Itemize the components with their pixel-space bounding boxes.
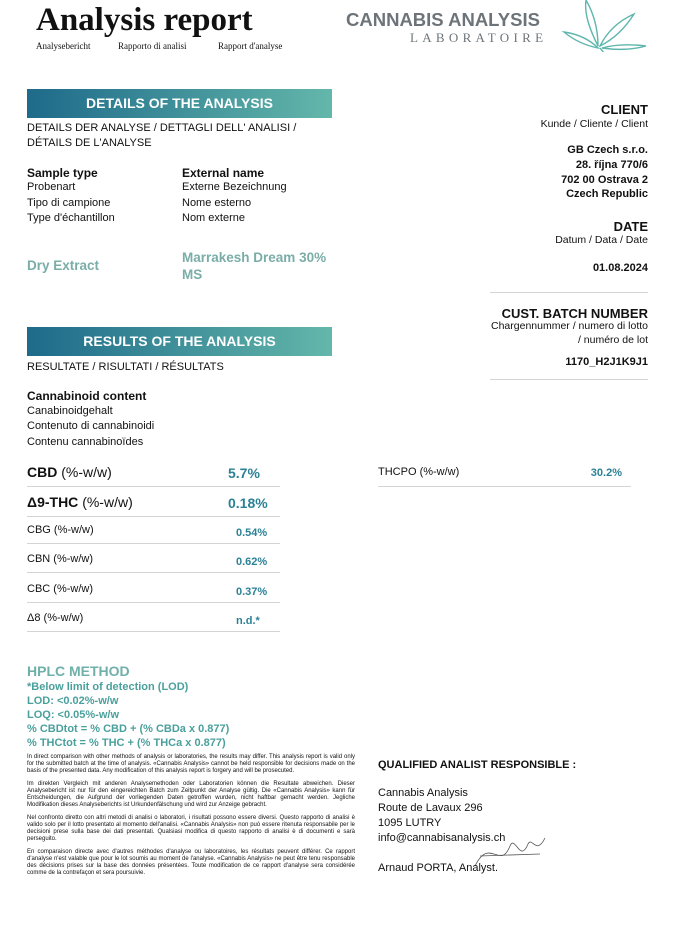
subtitle: Rapporto di analisi — [118, 41, 187, 51]
field-label: Sample type — [27, 166, 98, 180]
content-label: Cannabinoid content — [27, 389, 147, 403]
result-row: CBN (%-w/w) — [27, 553, 93, 565]
result-unit: (%-w/w) — [53, 583, 94, 595]
signatory-line: info@cannabisanalysis.ch — [378, 832, 506, 844]
divider — [27, 602, 280, 603]
signatory-line: Cannabis Analysis — [378, 787, 468, 799]
section-heading: DETAILS OF THE ANALYSIS — [27, 89, 332, 118]
result-name: CBC — [27, 583, 51, 595]
field-translation: Nom externe — [182, 212, 245, 224]
field-value: Dry Extract — [27, 258, 100, 273]
result-value: 0.37% — [236, 586, 268, 598]
field-translation: Probenart — [27, 181, 76, 193]
field-translation: Tipo di campione — [27, 197, 111, 209]
result-unit: (%-w/w) — [43, 612, 84, 624]
method-line: LOQ: <0.05%-w/w — [27, 709, 119, 721]
date-value: 01.08.2024 — [592, 262, 648, 274]
field-translation: Nome esterno — [182, 197, 252, 209]
result-name: CBG — [27, 524, 51, 536]
result-row: CBD (%-w/w) — [27, 464, 112, 480]
signatory-line: 1095 LUTRY — [378, 817, 442, 829]
result-value: 0.54% — [236, 527, 268, 539]
client-label: CLIENT — [601, 102, 648, 117]
divider — [27, 572, 280, 573]
result-name: CBD — [27, 464, 58, 480]
field-label: External name — [182, 166, 265, 180]
divider — [27, 543, 280, 544]
result-unit: (%-w/w) — [61, 464, 112, 480]
divider — [490, 379, 648, 380]
result-unit: (%-w/w) — [419, 466, 460, 478]
result-name: CBN — [27, 553, 51, 565]
method-line: LOD: <0.02%-w/w — [27, 695, 119, 707]
result-row: Δ9-THC (%-w/w) — [27, 494, 133, 510]
section-heading: RESULTS OF THE ANALYSIS — [27, 327, 332, 356]
field-translation: Type d'échantillon — [27, 212, 115, 224]
method-line: *Below limit of detection (LOD) — [27, 681, 189, 693]
signatory-heading: QUALIFIED ANALIST RESPONSIBLE : — [378, 759, 577, 771]
logo-sub: LABORATOIRE — [410, 30, 548, 45]
result-unit: (%-w/w) — [82, 494, 133, 510]
result-row: THCPO (%-w/w) — [378, 466, 459, 478]
content-translation: Contenuto di cannabinoidi — [27, 420, 155, 432]
date-translation: Datum / Data / Date — [555, 234, 648, 246]
content-translation: Contenu cannabinoïdes — [27, 436, 144, 448]
result-row: Δ8 (%-w/w) — [27, 612, 83, 624]
result-value: 5.7% — [228, 465, 260, 481]
result-row: CBG (%-w/w) — [27, 524, 94, 536]
batch-label: CUST. BATCH NUMBER — [501, 306, 648, 321]
subtitle: Analysebericht — [36, 41, 91, 51]
content-translation: Canabinoidgehalt — [27, 405, 113, 417]
section-subheading: DETAILS DER ANALYSE / DETTAGLI DELL' ANA… — [27, 122, 297, 134]
batch-value: 1170_H2J1K9J1 — [565, 356, 648, 368]
result-unit: (%-w/w) — [53, 553, 94, 565]
section-subheading: DÉTAILS DE L'ANALYSE — [27, 137, 152, 149]
result-value: 0.62% — [236, 556, 268, 568]
date-label: DATE — [613, 219, 648, 234]
result-value: 0.18% — [228, 495, 268, 511]
divider — [27, 486, 280, 487]
disclaimer: In direct comparison with other methods … — [27, 754, 355, 883]
signatory-line: Route de Lavaux 296 — [378, 802, 483, 814]
method-line: % CBDtot = % CBD + (% CBDa x 0.877) — [27, 723, 230, 735]
client-address: Czech Republic — [566, 188, 648, 200]
divider — [27, 516, 280, 517]
client-address: 702 00 Ostrava 2 — [561, 174, 648, 186]
field-translation: Externe Bezeichnung — [182, 181, 287, 193]
result-unit: (%-w/w) — [53, 524, 94, 536]
result-row: CBC (%-w/w) — [27, 583, 93, 595]
logo-name: CANNABIS ANALYSIS — [346, 9, 540, 30]
disclaimer-paragraph: In direct comparison with other methods … — [27, 754, 355, 774]
result-value: 30.2% — [590, 467, 622, 479]
disclaimer-paragraph: Im direkten Vergleich mit anderen Analys… — [27, 781, 355, 808]
client-address: 28. října 770/6 — [575, 159, 648, 171]
divider — [490, 292, 648, 293]
field-value: Marrakesh Dream 30% MS — [182, 250, 327, 282]
logo-leaf — [561, 0, 647, 52]
signature — [474, 837, 546, 867]
subtitle: Rapport d'analyse — [218, 41, 283, 51]
client-translation: Kunde / Cliente / Client — [540, 118, 648, 130]
section-subheading: RESULTATE / RISULTATI / RÉSULTATS — [27, 361, 224, 373]
batch-translation: / numéro de lot — [577, 334, 648, 346]
batch-translation: Chargennummer / numero di lotto — [491, 320, 648, 332]
result-value: n.d.* — [236, 615, 260, 627]
result-name: Δ9-THC — [27, 494, 79, 510]
disclaimer-paragraph: En comparaison directe avec d'autres mét… — [27, 849, 355, 876]
divider — [378, 486, 631, 487]
method-line: % THCtot = % THC + (% THCa x 0.877) — [27, 737, 226, 749]
result-name: THCPO — [378, 466, 417, 478]
result-name: Δ8 — [27, 612, 41, 624]
divider — [27, 631, 280, 632]
client-address: GB Czech s.r.o. — [567, 144, 648, 156]
signatory-name: Arnaud PORTA, Analyst. — [378, 862, 499, 874]
method-title: HPLC METHOD — [27, 663, 130, 679]
title: Analysis report — [36, 2, 253, 38]
disclaimer-paragraph: Nel confronto diretto con altri metodi d… — [27, 815, 355, 842]
